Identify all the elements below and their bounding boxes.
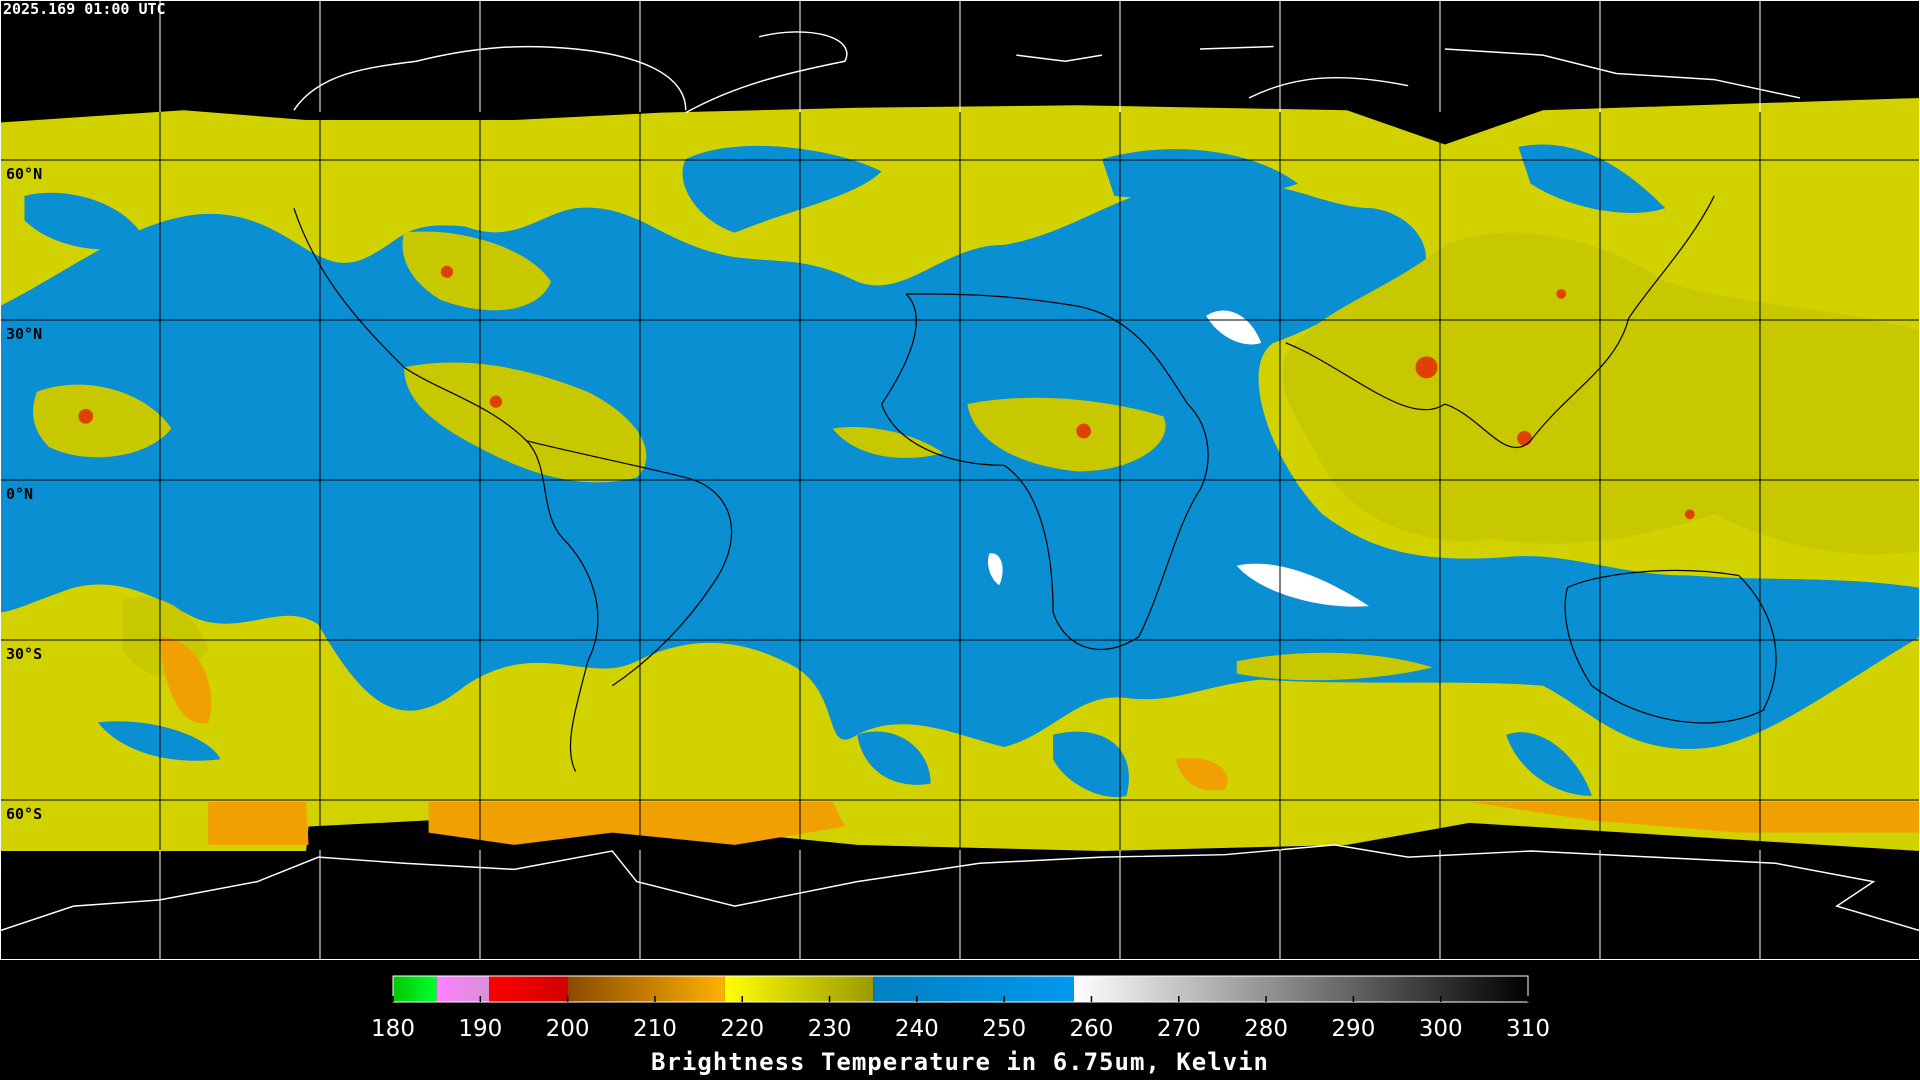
- latitude-label: 30°S: [6, 645, 42, 663]
- coastline: [880, 293, 1209, 651]
- colorbar-tick-label: 270: [1157, 1016, 1201, 1042]
- latitude-label: 60°S: [6, 805, 42, 823]
- dry-patch: [1102, 149, 1298, 200]
- latitude-label: 0°N: [6, 485, 33, 503]
- coastline: [293, 207, 733, 772]
- coastline: [1016, 45, 1409, 99]
- convective-core: [489, 395, 503, 408]
- colorbar-tick-label: 250: [982, 1016, 1026, 1042]
- convective-core: [1684, 509, 1695, 520]
- colorbar-tick-label: 260: [1070, 1016, 1114, 1042]
- colorbar-tick-label: 190: [458, 1016, 502, 1042]
- colorbar-tick-label: 220: [720, 1016, 764, 1042]
- moist-region: [967, 397, 1166, 472]
- convective-core: [1076, 423, 1092, 439]
- dry-patch: [682, 145, 882, 233]
- latitude-label: 30°N: [6, 325, 42, 343]
- convective-core: [1556, 288, 1567, 299]
- convective-core: [78, 408, 94, 424]
- very-dry-patch: [987, 553, 1003, 586]
- colorbar-tick-label: 280: [1244, 1016, 1288, 1042]
- colorbar-segment: [873, 976, 1074, 1002]
- coastline: [1564, 569, 1777, 724]
- convective-core: [1517, 431, 1532, 446]
- moist-region: [1236, 652, 1433, 681]
- colorbar-tick-label: 300: [1419, 1016, 1463, 1042]
- moist-region: [402, 231, 552, 311]
- colorbar-tick-label: 180: [371, 1016, 415, 1042]
- latitude-label: 60°N: [6, 165, 42, 183]
- colorbar-segment: [1074, 976, 1528, 1002]
- colorbar-tick-label: 310: [1506, 1016, 1550, 1042]
- dry-patch: [1053, 731, 1129, 798]
- convective-cores: [78, 265, 1695, 520]
- coastline: [0, 844, 1920, 932]
- cold-cloud: [1175, 757, 1228, 791]
- colorbar-segment: [489, 976, 568, 1002]
- colorbar-label: Brightness Temperature in 6.75um, Kelvin: [651, 1048, 1269, 1076]
- colorbar: 180 190 200 210 220 230 240 250 260 270 280 290 300 3…: [371, 975, 1550, 1042]
- colorbar-segment: [436, 976, 490, 1002]
- colorbar-frame: [392, 975, 1529, 1003]
- moist-region: [832, 426, 943, 458]
- dry-patch: [24, 192, 147, 250]
- dry-patch: [1518, 144, 1666, 213]
- dry-patch: [857, 731, 931, 785]
- dry-patch: [97, 721, 221, 761]
- colorbar-tick-label: 290: [1331, 1016, 1375, 1042]
- latitude-labels: 60°N 30°N 0°N 30°S 60°S: [6, 165, 42, 823]
- coastline: [1285, 195, 1715, 449]
- cold-cloud: [208, 802, 309, 845]
- moist-region: [1282, 232, 1920, 555]
- colorbar-segment: [567, 976, 725, 1002]
- convective-core: [1415, 356, 1438, 379]
- colorbar-tick-label: 230: [808, 1016, 852, 1042]
- convective-core: [440, 265, 454, 278]
- coastlines: [293, 195, 1777, 772]
- cold-cloud: [159, 636, 212, 724]
- moist-region: [404, 362, 647, 483]
- coastline: [1444, 48, 1801, 99]
- cold-cloud: [1469, 802, 1920, 833]
- timestamp: 2025.169 01:00 UTC: [3, 0, 166, 18]
- colorbar-tick-label: 240: [895, 1016, 939, 1042]
- very-dry-patch: [1236, 563, 1369, 607]
- coastlines-polar: [0, 31, 1920, 932]
- very-dry-patch: [1206, 310, 1262, 345]
- dry-patch: [1506, 732, 1592, 796]
- moist-region: [33, 384, 172, 458]
- coastline: [685, 31, 848, 114]
- colorbar-tick-label: 210: [633, 1016, 677, 1042]
- colorbar-segment: [393, 976, 437, 1002]
- colorbar-tick-label: 200: [546, 1016, 590, 1042]
- cold-cloud: [428, 802, 845, 845]
- colorbar-segment: [724, 976, 874, 1002]
- coastline: [293, 45, 687, 111]
